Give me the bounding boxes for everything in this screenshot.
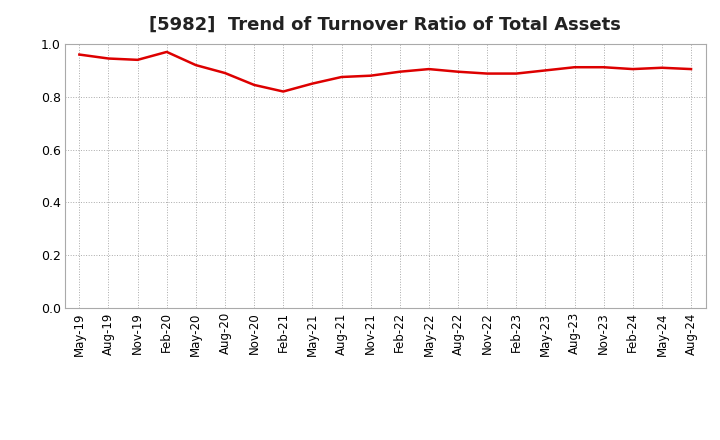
Title: [5982]  Trend of Turnover Ratio of Total Assets: [5982] Trend of Turnover Ratio of Total … [149, 16, 621, 34]
